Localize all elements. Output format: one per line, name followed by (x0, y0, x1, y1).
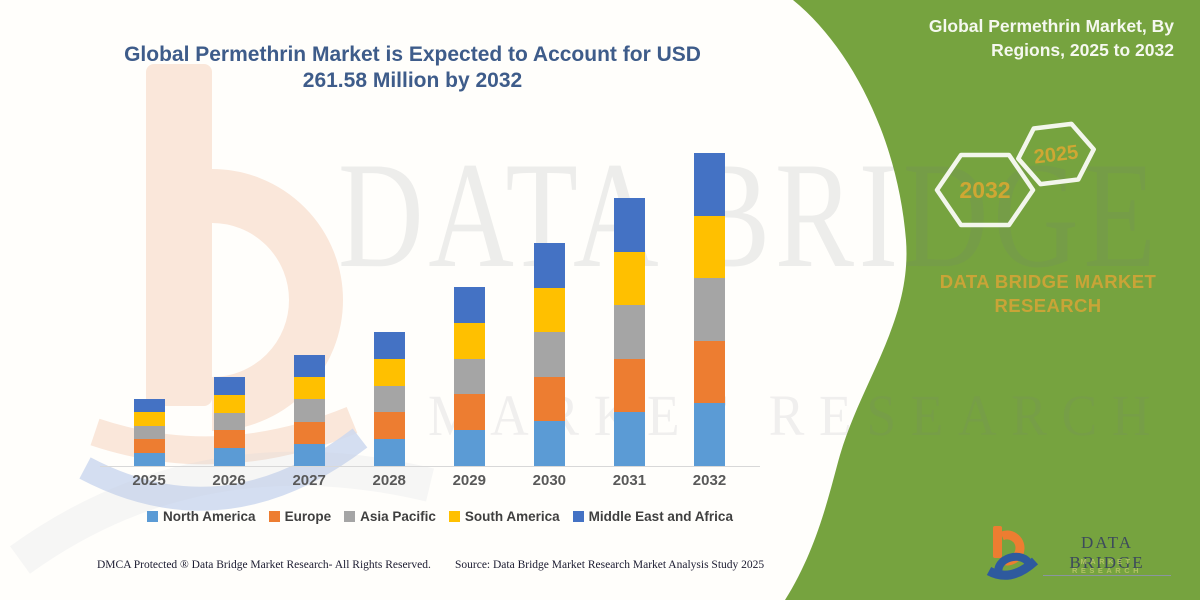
segment-south-america (213, 394, 245, 413)
legend-label: South America (464, 509, 560, 524)
stacked-bar-chart (100, 150, 760, 467)
segment-europe (293, 421, 325, 444)
x-axis-labels: 2025 2026 2027 2028 2029 2030 2031 2032 (100, 472, 760, 496)
hexagon-2032-label: 2032 (959, 177, 1010, 203)
brand-text-block: DATA BRIDGE MARKET RESEARCH (938, 270, 1158, 318)
data-bridge-logo: DATA BRIDGE MARKET RESEARCH (985, 521, 1185, 581)
x-label-2030: 2030 (532, 472, 567, 489)
segment-europe (213, 430, 245, 449)
legend-swatch (147, 511, 159, 522)
segment-north-america (453, 430, 485, 466)
segment-north-america (293, 443, 325, 466)
hexagon-2025: 2025 (1016, 121, 1096, 187)
segment-europe (373, 412, 405, 440)
bar-2027 (293, 354, 325, 466)
segment-europe (133, 439, 165, 453)
legend-label: Europe (284, 509, 332, 524)
bar-2028 (373, 332, 405, 466)
side-panel-heading: Global Permethrin Market, By Regions, 20… (928, 16, 1174, 61)
segment-middle-east-and-africa (613, 198, 645, 252)
hexagon-2025-label: 2025 (1033, 141, 1080, 168)
dmca-protected-text: DMCA Protected ® Data Bridge Market Rese… (97, 559, 431, 571)
segment-south-america (293, 377, 325, 400)
segment-north-america (373, 439, 405, 466)
x-label-2032: 2032 (692, 472, 727, 489)
x-label-2025: 2025 (132, 472, 166, 489)
legend-item-north-america: North America (147, 509, 256, 524)
x-label-2029: 2029 (452, 472, 486, 489)
hexagon-2032: 2032 (934, 152, 1036, 228)
bar-2026 (213, 376, 245, 466)
x-label-2026: 2026 (212, 472, 246, 489)
logo-subtext: MARKET RESEARCH (1071, 557, 1143, 575)
segment-europe (613, 358, 645, 413)
segment-asia-pacific (293, 399, 325, 422)
legend-swatch (268, 511, 280, 522)
segment-south-america (133, 412, 165, 426)
hexagon-year-badges: 2032 2025 (934, 121, 1096, 228)
legend-label: Middle East and Africa (588, 509, 733, 524)
segment-north-america (693, 403, 725, 466)
bar-2029 (453, 287, 485, 466)
legend-item-middle-east-and-africa: Middle East and Africa (572, 509, 733, 524)
segment-middle-east-and-africa (213, 376, 245, 395)
segment-asia-pacific (453, 358, 485, 395)
legend-item-south-america: South America (448, 509, 560, 524)
segment-middle-east-and-africa (293, 354, 325, 377)
legend-label: Asia Pacific (360, 509, 436, 524)
brand-line2: RESEARCH (994, 295, 1102, 317)
segment-south-america (373, 358, 405, 386)
segment-north-america (613, 412, 645, 466)
segment-middle-east-and-africa (533, 242, 565, 288)
chart-title-line1: Global Permethrin Market is Expected to … (124, 43, 701, 66)
x-label-2028: 2028 (372, 472, 406, 489)
brand-line1: DATA BRIDGE MARKET (939, 271, 1157, 292)
chart-title: Global Permethrin Market is Expected to … (90, 42, 735, 94)
segment-north-america (533, 421, 565, 466)
bar-2025 (133, 399, 165, 466)
segment-asia-pacific (533, 332, 565, 377)
segment-asia-pacific (213, 412, 245, 431)
segment-south-america (453, 322, 485, 359)
legend-item-asia-pacific: Asia Pacific (344, 509, 436, 524)
chart-title-line2: 261.58 Million by 2032 (302, 69, 523, 92)
bar-2031 (613, 198, 645, 466)
segment-north-america (133, 452, 165, 466)
logo-wordmark: DATA BRIDGE (1043, 533, 1171, 576)
segment-asia-pacific (613, 305, 645, 359)
segment-middle-east-and-africa (373, 332, 405, 359)
legend-swatch (448, 511, 460, 522)
bar-2032 (693, 153, 725, 466)
x-label-2027: 2027 (292, 472, 326, 489)
segment-middle-east-and-africa (133, 399, 165, 413)
legend-item-europe: Europe (268, 509, 332, 524)
segment-middle-east-and-africa (693, 153, 725, 216)
legend-label: North America (163, 509, 256, 524)
segment-south-america (693, 215, 725, 279)
legend-swatch (344, 511, 356, 522)
segment-asia-pacific (373, 385, 405, 413)
segment-south-america (613, 251, 645, 306)
segment-europe (533, 376, 565, 422)
chart-legend: North America Europe Asia Pacific South Ame… (88, 509, 792, 524)
segment-north-america (213, 448, 245, 466)
data-bridge-logo-icon (986, 526, 1039, 580)
legend-swatch (572, 511, 584, 522)
segment-asia-pacific (693, 278, 725, 341)
segment-south-america (533, 287, 565, 333)
x-label-2031: 2031 (612, 472, 647, 489)
segment-asia-pacific (133, 425, 165, 440)
bar-2030 (533, 242, 565, 466)
source-text: Source: Data Bridge Market Research Mark… (455, 559, 765, 571)
segment-europe (693, 340, 725, 404)
segment-middle-east-and-africa (453, 287, 485, 323)
segment-europe (453, 394, 485, 431)
